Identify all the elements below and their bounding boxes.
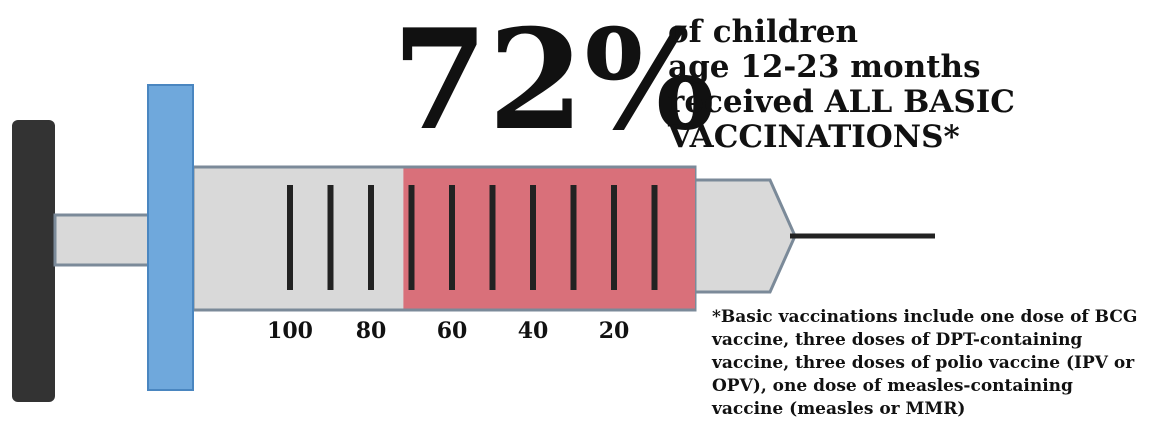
plunger-rod (53, 213, 153, 267)
tick-label: 60 (437, 318, 468, 344)
plunger-head (12, 120, 55, 402)
footnote: OPV), one dose of measles-containing (712, 376, 1073, 396)
footnote: *Basic vaccinations include one dose of … (712, 307, 1137, 327)
headline: of children (668, 14, 858, 50)
footnote: vaccine, three doses of polio vaccine (I… (711, 353, 1135, 373)
fill-level (403, 168, 695, 309)
footnote: vaccine, three doses of DPT-containing (711, 330, 1082, 350)
tick-label: 100 (267, 318, 313, 344)
tick-label: 20 (599, 318, 630, 344)
syringe-tip (693, 178, 797, 294)
headline: received ALL BASIC (668, 84, 1015, 120)
tick-label: 40 (518, 318, 549, 344)
headline: age 12-23 months (668, 49, 981, 85)
footnote: vaccine (measles or MMR) (711, 399, 965, 419)
headline: VACCINATIONS* (667, 119, 960, 155)
value-label: 72% (392, 0, 715, 161)
tick-label: 80 (356, 318, 387, 344)
flange (147, 84, 194, 391)
